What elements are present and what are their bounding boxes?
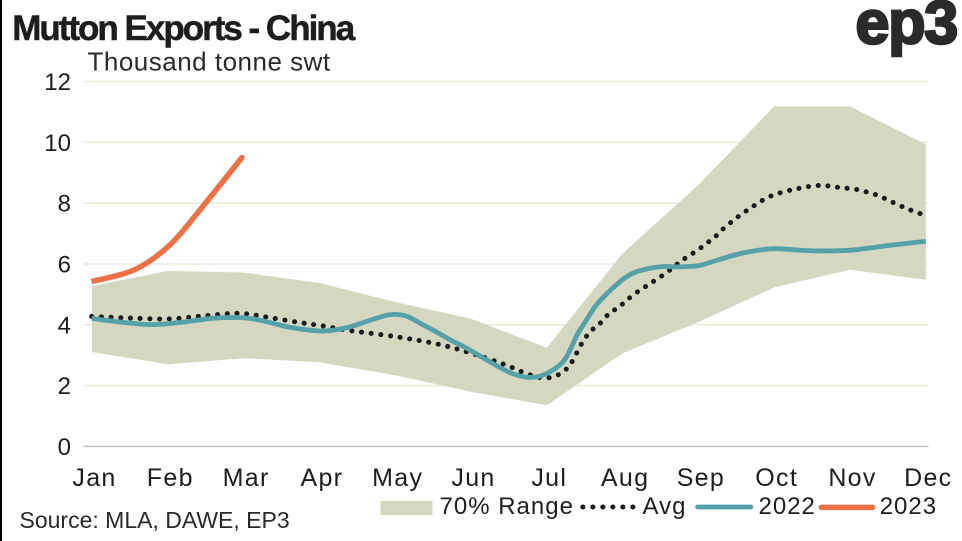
svg-text:Nov: Nov: [828, 464, 876, 492]
svg-text:6: 6: [58, 252, 71, 279]
svg-text:Apr: Apr: [300, 464, 343, 492]
svg-text:Thousand tonne swt: Thousand tonne swt: [88, 46, 331, 76]
svg-text:2023: 2023: [880, 493, 937, 520]
svg-text:ep3: ep3: [856, 0, 958, 57]
svg-text:Jun: Jun: [451, 464, 495, 492]
svg-text:2022: 2022: [759, 493, 816, 520]
svg-text:2: 2: [58, 373, 71, 400]
svg-text:May: May: [372, 464, 423, 492]
svg-text:8: 8: [58, 191, 71, 218]
svg-text:Avg: Avg: [643, 493, 687, 520]
svg-text:Dec: Dec: [904, 464, 952, 492]
svg-text:0: 0: [58, 434, 71, 461]
svg-text:Aug: Aug: [601, 464, 649, 492]
svg-text:Jul: Jul: [531, 464, 567, 492]
svg-text:70% Range: 70% Range: [440, 493, 574, 520]
svg-text:Oct: Oct: [755, 464, 798, 492]
svg-text:12: 12: [44, 69, 71, 96]
svg-text:10: 10: [44, 130, 71, 157]
svg-text:Jan: Jan: [72, 464, 116, 492]
svg-text:Source: MLA, DAWE, EP3: Source: MLA, DAWE, EP3: [20, 507, 290, 533]
svg-text:Mutton Exports - China: Mutton Exports - China: [12, 9, 356, 48]
svg-text:Sep: Sep: [677, 464, 725, 492]
svg-text:Mar: Mar: [223, 464, 270, 492]
svg-text:Feb: Feb: [147, 464, 194, 492]
svg-text:4: 4: [58, 312, 71, 339]
